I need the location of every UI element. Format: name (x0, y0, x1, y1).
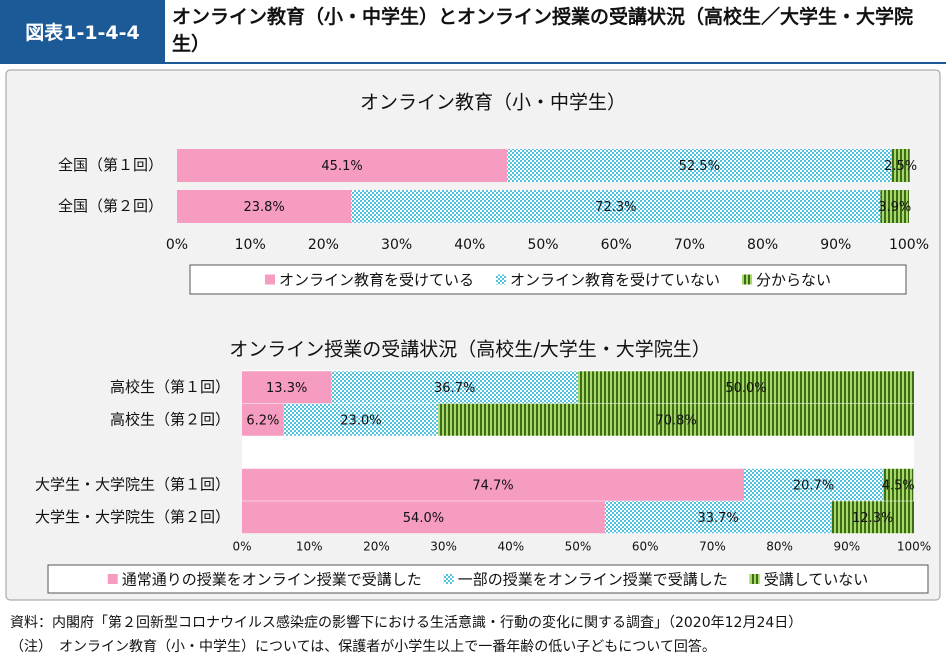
x-tick-label: 80% (747, 237, 778, 253)
bar-segment (242, 501, 605, 534)
value-label: 52.5% (679, 159, 720, 174)
category-label: 高校生（第１回） (110, 378, 230, 396)
category-label: 大学生・大学院生（第２回） (35, 508, 230, 526)
legend-swatch (264, 274, 275, 285)
x-tick-label: 40% (454, 237, 485, 253)
legend-swatch (495, 274, 506, 285)
bar-segment (177, 149, 508, 182)
value-label: 72.3% (595, 200, 636, 215)
x-tick-label: 90% (820, 237, 851, 253)
bar-segment (880, 190, 909, 223)
value-label: 4.5% (882, 478, 915, 493)
value-label: 23.8% (243, 200, 284, 215)
x-tick-label: 30% (381, 237, 412, 253)
bar-segment (351, 190, 881, 223)
x-tick-label: 40% (497, 540, 524, 554)
value-label: 36.7% (434, 381, 475, 396)
value-label: 6.2% (246, 413, 279, 428)
value-label: 50.0% (725, 381, 766, 396)
bar-segment (242, 371, 332, 404)
legend-swatch (749, 574, 760, 584)
legend-swatch (107, 574, 118, 584)
legend-box (189, 264, 907, 295)
legend-label: 一部の授業をオンライン授業で受講した (458, 571, 728, 589)
x-tick-label: 10% (235, 237, 266, 253)
category-label: 全国（第２回） (58, 197, 163, 215)
figure-title: オンライン教育（小・中学生）とオンライン授業の受講状況（高校生／大学生・大学院生… (172, 6, 914, 55)
x-tick-label: 70% (699, 540, 726, 554)
category-label: 大学生・大学院生（第１回） (35, 475, 230, 493)
bar-segment (883, 468, 914, 501)
bar-segment (891, 149, 910, 182)
x-tick-label: 20% (363, 540, 390, 554)
value-label: 12.3% (852, 511, 893, 526)
x-tick-label: 50% (565, 540, 592, 554)
category-label: 全国（第１回） (58, 156, 163, 174)
source-note: 資料：内閣府「第２回新型コロナウイルス感染症の影響下における生活意識・行動の変化… (10, 615, 803, 631)
x-tick-label: 60% (601, 237, 632, 253)
x-tick-label: 100% (897, 540, 931, 554)
x-tick-label: 20% (308, 237, 339, 253)
bar-segment (438, 403, 914, 436)
figure-label: 図表1-1-4-4 (0, 0, 165, 62)
value-label: 54.0% (403, 511, 444, 526)
x-tick-label: 60% (632, 540, 659, 554)
legend-label: オンライン教育を受けている (279, 271, 474, 289)
chart-title: オンライン教育（小・中学生） (360, 92, 626, 114)
x-tick-label: 10% (296, 540, 323, 554)
bar-segment (578, 371, 914, 404)
value-label: 70.8% (655, 413, 696, 428)
legend-swatch (742, 274, 753, 285)
x-tick-label: 90% (833, 540, 860, 554)
value-label: 33.7% (697, 511, 738, 526)
value-label: 3.9% (878, 200, 911, 215)
bar-segment (177, 190, 352, 223)
bar-segment (831, 501, 914, 534)
legend-box (47, 564, 929, 594)
bar-segment (507, 149, 892, 182)
bar-segment (242, 468, 744, 501)
value-label: 13.3% (266, 381, 307, 396)
chart-title: オンライン授業の受講状況（高校生/大学生・大学院生） (229, 339, 710, 361)
legend-label: オンライン教育を受けていない (510, 271, 720, 289)
footnote: （注） オンライン教育（小・中学生）については、保護者が小学生以上で一番年齢の低… (10, 639, 716, 655)
bar-segment (743, 468, 884, 501)
bar-segment (242, 403, 284, 436)
bar-segment (331, 371, 578, 404)
x-tick-label: 0% (232, 540, 251, 554)
legend-swatch (443, 574, 454, 584)
x-tick-label: 80% (766, 540, 793, 554)
header-rule (0, 62, 946, 64)
x-tick-label: 100% (889, 237, 929, 253)
legend-label: 通常通りの授業をオンライン授業で受講した (122, 571, 422, 589)
value-label: 23.0% (340, 413, 381, 428)
x-tick-label: 50% (527, 237, 558, 253)
bar-segment (604, 501, 832, 534)
legend-label: 分からない (756, 271, 831, 289)
category-label: 高校生（第２回） (110, 410, 230, 428)
value-label: 45.1% (321, 159, 362, 174)
x-tick-label: 70% (674, 237, 705, 253)
value-label: 20.7% (793, 478, 834, 493)
x-tick-label: 30% (430, 540, 457, 554)
legend-label: 受講していない (764, 571, 869, 589)
value-label: 74.7% (472, 478, 513, 493)
bar-segment (283, 403, 439, 436)
x-tick-label: 0% (166, 237, 188, 253)
value-label: 2.5% (884, 159, 917, 174)
